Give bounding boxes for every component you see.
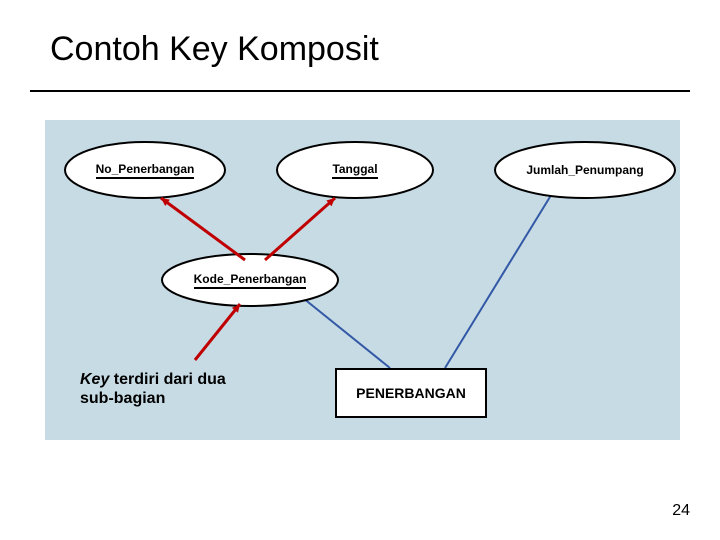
- entity-penerbangan: PENERBANGAN: [335, 368, 487, 418]
- slide-title: Contoh Key Komposit: [50, 30, 379, 69]
- title-divider: [30, 90, 690, 92]
- caption-key-composite: Key terdiri dari dua sub-bagian: [80, 370, 226, 408]
- diagram-canvas: No_Penerbangan Tanggal Jumlah_Penumpang …: [45, 120, 680, 440]
- page-number: 24: [672, 502, 690, 520]
- slide: { "slide": { "title": "Contoh Key Kompos…: [0, 0, 720, 540]
